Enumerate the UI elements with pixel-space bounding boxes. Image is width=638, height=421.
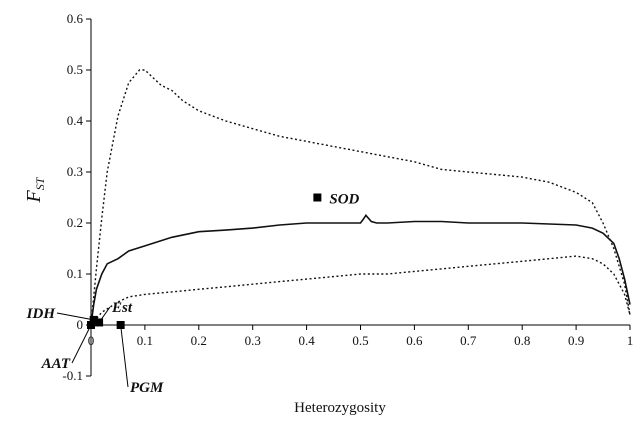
x-tick-label: 0.5 (352, 333, 368, 348)
leader-idh (56, 312, 94, 321)
y-tick-label: 0.2 (67, 215, 83, 230)
x-tick-label: 1 (627, 333, 634, 348)
y-tick-label: 0.6 (67, 11, 84, 26)
points-group: SOD IDH Est AAT PGM (26, 192, 360, 397)
x-tick-label: 0.2 (191, 333, 207, 348)
y-tick-label: 0 (77, 317, 84, 332)
label-aat: AAT (41, 356, 71, 372)
x-tick-label: 0.6 (406, 333, 423, 348)
x-tick-label: 0 (88, 333, 95, 348)
label-est: Est (111, 300, 133, 316)
y-axis-title-main: F (23, 189, 45, 203)
x-tick-label: 0.4 (298, 333, 315, 348)
x-tick-label: 0.7 (460, 333, 477, 348)
x-tick-label: 0.8 (514, 333, 530, 348)
y-axis-title-sub: ST (33, 176, 47, 190)
label-idh: IDH (26, 306, 57, 322)
confidence-bound-line (90, 69, 631, 326)
axes (90, 19, 630, 376)
leader-aat (71, 324, 92, 364)
leader-pgm (120, 324, 129, 388)
svg-text:FST: FST (23, 176, 47, 203)
label-pgm: PGM (130, 380, 164, 396)
x-tick-label: 0.1 (137, 333, 153, 348)
series-group (90, 69, 631, 326)
y-tick-label: 0.4 (67, 113, 84, 128)
x-axis-title: Heterozygosity (294, 400, 386, 416)
x-tick-label: 0.3 (245, 333, 261, 348)
label-sod: SOD (329, 192, 359, 208)
confidence-bound-line (90, 255, 631, 326)
ticks: -0.1 0 0.1 0.2 0.3 0.4 0.5 0.6 0.1 0.2 0.3 0.4 0.5 0.… (62, 11, 633, 383)
leader-est (98, 306, 111, 323)
y-axis-title: FST (23, 176, 47, 203)
y-tick-label: 0.5 (67, 62, 83, 77)
y-tick-label: 0.1 (67, 266, 83, 281)
y-tick-label: 0.3 (67, 164, 83, 179)
mean-fst-line (90, 213, 631, 326)
marker-sod (313, 193, 322, 202)
x-tick-label: 0.9 (568, 333, 584, 348)
y-tick-label: -0.1 (62, 368, 83, 383)
